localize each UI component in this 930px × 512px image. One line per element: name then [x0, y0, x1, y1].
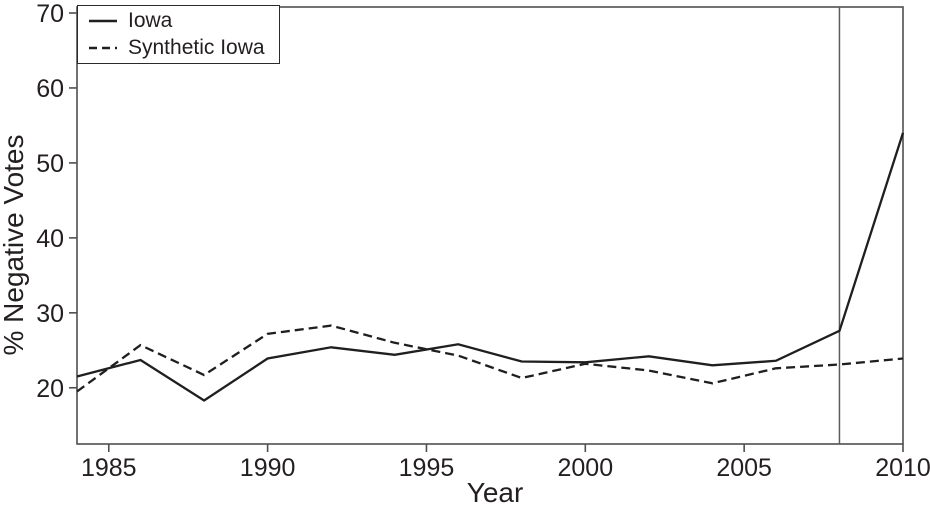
- x-tick-label: 2010: [875, 454, 930, 482]
- legend-dashed-line-sample: [89, 46, 117, 50]
- x-tick-label: 2005: [716, 454, 772, 482]
- y-tick-label: 60: [36, 75, 64, 103]
- legend: Iowa Synthetic Iowa: [77, 5, 280, 64]
- y-tick-label: 20: [36, 375, 64, 403]
- legend-entry-iowa: Iowa: [88, 10, 279, 32]
- legend-label-iowa: Iowa: [128, 9, 173, 32]
- x-tick-label: 1995: [399, 454, 455, 482]
- series-line-iowa: [76, 132, 905, 402]
- x-tick-label: 2000: [557, 454, 613, 482]
- x-tick-label: 1990: [240, 454, 296, 482]
- y-tick-label: 50: [36, 150, 64, 178]
- y-axis-title: % Negative Votes: [0, 134, 29, 356]
- y-tick-label: 70: [36, 0, 64, 28]
- x-tick-label: 1985: [81, 454, 137, 482]
- y-tick-label: 30: [36, 300, 64, 328]
- legend-label-synthetic-iowa: Synthetic Iowa: [128, 36, 265, 59]
- plot-frame: [76, 6, 904, 445]
- y-tick-label: 40: [36, 225, 64, 253]
- legend-solid-line-sample: [89, 19, 117, 23]
- legend-entry-synthetic-iowa: Synthetic Iowa: [88, 37, 279, 59]
- x-axis-title: Year: [466, 477, 524, 508]
- series-line-synthetic-iowa: [76, 324, 904, 393]
